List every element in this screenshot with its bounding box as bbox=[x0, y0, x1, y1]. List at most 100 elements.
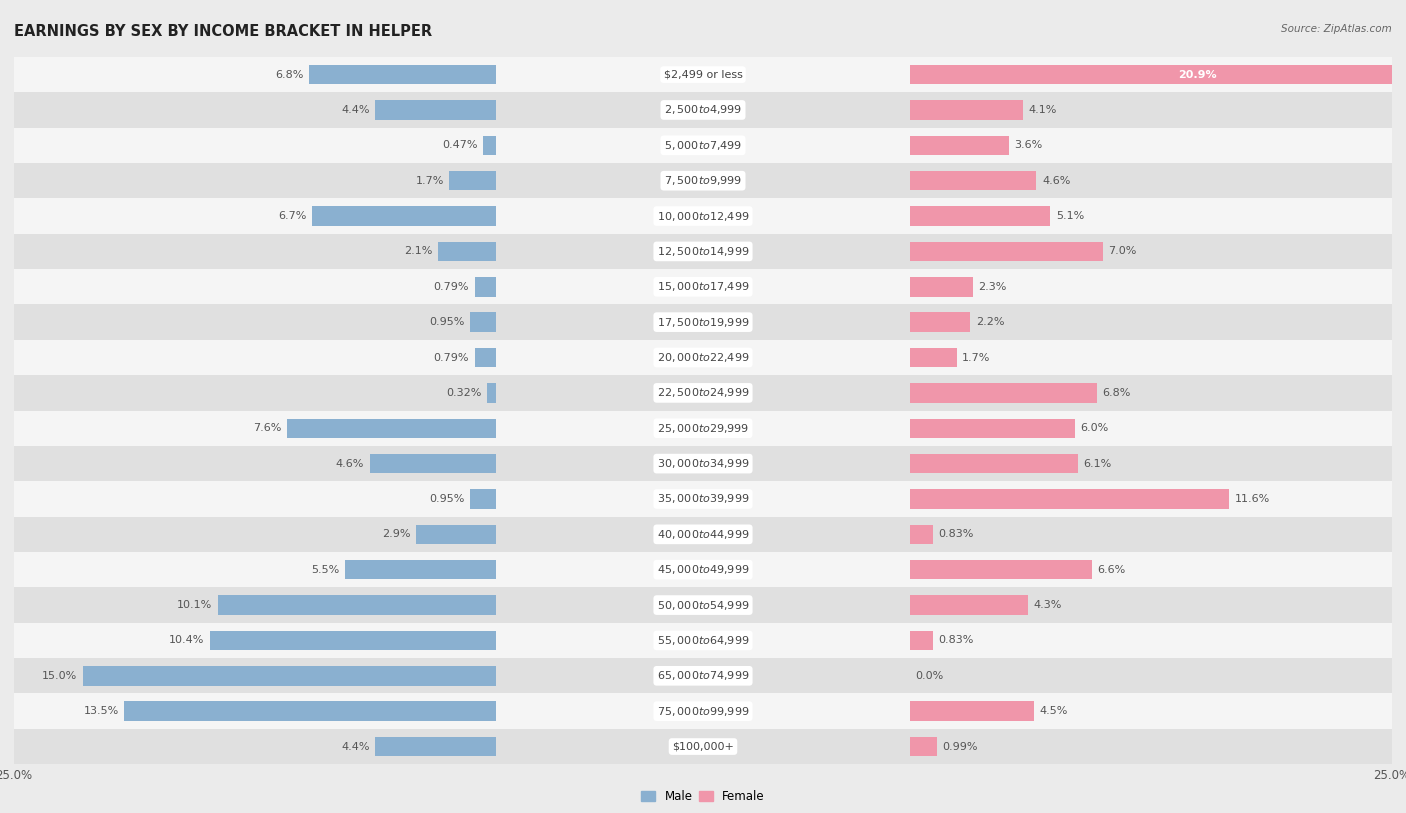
Text: 0.47%: 0.47% bbox=[443, 141, 478, 150]
Text: 0.99%: 0.99% bbox=[942, 741, 979, 751]
Bar bbox=[910, 171, 1036, 190]
Bar bbox=[910, 702, 1033, 721]
Text: 0.32%: 0.32% bbox=[447, 388, 482, 398]
Text: 0.83%: 0.83% bbox=[938, 529, 973, 539]
Bar bbox=[14, 163, 1392, 198]
Text: $100,000+: $100,000+ bbox=[672, 741, 734, 751]
Text: $45,000 to $49,999: $45,000 to $49,999 bbox=[657, 563, 749, 576]
Bar bbox=[416, 524, 496, 544]
Text: 7.6%: 7.6% bbox=[253, 424, 281, 433]
Text: 2.9%: 2.9% bbox=[382, 529, 411, 539]
Bar bbox=[910, 419, 1076, 438]
Text: Source: ZipAtlas.com: Source: ZipAtlas.com bbox=[1281, 24, 1392, 34]
Text: 6.8%: 6.8% bbox=[1102, 388, 1130, 398]
Bar bbox=[14, 198, 1392, 234]
Text: 6.6%: 6.6% bbox=[1097, 565, 1125, 575]
Bar bbox=[910, 100, 1022, 120]
Text: 6.1%: 6.1% bbox=[1083, 459, 1112, 468]
Legend: Male, Female: Male, Female bbox=[637, 785, 769, 808]
Text: 4.3%: 4.3% bbox=[1033, 600, 1062, 610]
Text: EARNINGS BY SEX BY INCOME BRACKET IN HELPER: EARNINGS BY SEX BY INCOME BRACKET IN HEL… bbox=[14, 24, 432, 39]
Text: 0.79%: 0.79% bbox=[433, 353, 470, 363]
Text: $17,500 to $19,999: $17,500 to $19,999 bbox=[657, 315, 749, 328]
Text: 3.6%: 3.6% bbox=[1014, 141, 1043, 150]
Bar bbox=[370, 454, 496, 473]
Text: 0.95%: 0.95% bbox=[429, 317, 464, 327]
Bar bbox=[14, 729, 1392, 764]
Bar bbox=[309, 65, 496, 85]
Bar bbox=[910, 560, 1091, 580]
Bar bbox=[910, 312, 970, 332]
Text: $22,500 to $24,999: $22,500 to $24,999 bbox=[657, 386, 749, 399]
Bar bbox=[14, 376, 1392, 411]
Text: 2.2%: 2.2% bbox=[976, 317, 1004, 327]
Text: $35,000 to $39,999: $35,000 to $39,999 bbox=[657, 493, 749, 506]
Bar bbox=[14, 693, 1392, 729]
Bar bbox=[450, 171, 496, 190]
Text: $65,000 to $74,999: $65,000 to $74,999 bbox=[657, 669, 749, 682]
Bar bbox=[287, 419, 496, 438]
Text: $5,000 to $7,499: $5,000 to $7,499 bbox=[664, 139, 742, 152]
Bar bbox=[910, 207, 1050, 226]
Text: 11.6%: 11.6% bbox=[1234, 494, 1270, 504]
Text: 2.3%: 2.3% bbox=[979, 282, 1007, 292]
Bar bbox=[209, 631, 496, 650]
Bar bbox=[470, 312, 496, 332]
Text: $40,000 to $44,999: $40,000 to $44,999 bbox=[657, 528, 749, 541]
Text: $50,000 to $54,999: $50,000 to $54,999 bbox=[657, 598, 749, 611]
Text: $10,000 to $12,499: $10,000 to $12,499 bbox=[657, 210, 749, 223]
Bar bbox=[439, 241, 496, 261]
Bar bbox=[14, 659, 1392, 693]
Text: 0.83%: 0.83% bbox=[938, 636, 973, 646]
Text: 20.9%: 20.9% bbox=[1178, 70, 1218, 80]
Bar bbox=[124, 702, 496, 721]
Text: 0.95%: 0.95% bbox=[429, 494, 464, 504]
Text: 1.7%: 1.7% bbox=[962, 353, 990, 363]
Bar bbox=[910, 241, 1102, 261]
Bar bbox=[910, 524, 932, 544]
Text: $75,000 to $99,999: $75,000 to $99,999 bbox=[657, 705, 749, 718]
Text: 4.6%: 4.6% bbox=[336, 459, 364, 468]
Text: $55,000 to $64,999: $55,000 to $64,999 bbox=[657, 634, 749, 647]
Bar bbox=[475, 348, 496, 367]
Text: 4.1%: 4.1% bbox=[1028, 105, 1056, 115]
Text: 10.1%: 10.1% bbox=[177, 600, 212, 610]
Bar bbox=[83, 666, 496, 685]
Text: 0.0%: 0.0% bbox=[915, 671, 943, 680]
Text: 15.0%: 15.0% bbox=[42, 671, 77, 680]
Text: 7.0%: 7.0% bbox=[1108, 246, 1136, 256]
Bar bbox=[910, 383, 1097, 402]
Text: 5.1%: 5.1% bbox=[1056, 211, 1084, 221]
Bar bbox=[910, 489, 1229, 509]
Text: 4.4%: 4.4% bbox=[342, 105, 370, 115]
Text: 4.6%: 4.6% bbox=[1042, 176, 1070, 185]
Bar bbox=[14, 587, 1392, 623]
Bar bbox=[14, 304, 1392, 340]
Bar bbox=[484, 136, 496, 155]
Bar bbox=[910, 631, 932, 650]
Bar bbox=[910, 348, 956, 367]
Bar bbox=[14, 481, 1392, 517]
Bar bbox=[910, 454, 1078, 473]
Text: 6.7%: 6.7% bbox=[278, 211, 307, 221]
Text: $25,000 to $29,999: $25,000 to $29,999 bbox=[657, 422, 749, 435]
Bar bbox=[14, 92, 1392, 128]
Text: 10.4%: 10.4% bbox=[169, 636, 204, 646]
Bar bbox=[910, 595, 1028, 615]
Text: 5.5%: 5.5% bbox=[311, 565, 339, 575]
Bar bbox=[470, 489, 496, 509]
Text: $7,500 to $9,999: $7,500 to $9,999 bbox=[664, 174, 742, 187]
Text: $30,000 to $34,999: $30,000 to $34,999 bbox=[657, 457, 749, 470]
Bar bbox=[312, 207, 496, 226]
Text: 13.5%: 13.5% bbox=[83, 706, 118, 716]
Text: $2,500 to $4,999: $2,500 to $4,999 bbox=[664, 103, 742, 116]
Text: 1.7%: 1.7% bbox=[416, 176, 444, 185]
Bar bbox=[14, 269, 1392, 304]
Bar bbox=[375, 737, 496, 756]
Text: $20,000 to $22,499: $20,000 to $22,499 bbox=[657, 351, 749, 364]
Bar bbox=[910, 277, 973, 297]
Text: 4.4%: 4.4% bbox=[342, 741, 370, 751]
Bar bbox=[910, 65, 1406, 85]
Bar bbox=[475, 277, 496, 297]
Bar bbox=[218, 595, 496, 615]
